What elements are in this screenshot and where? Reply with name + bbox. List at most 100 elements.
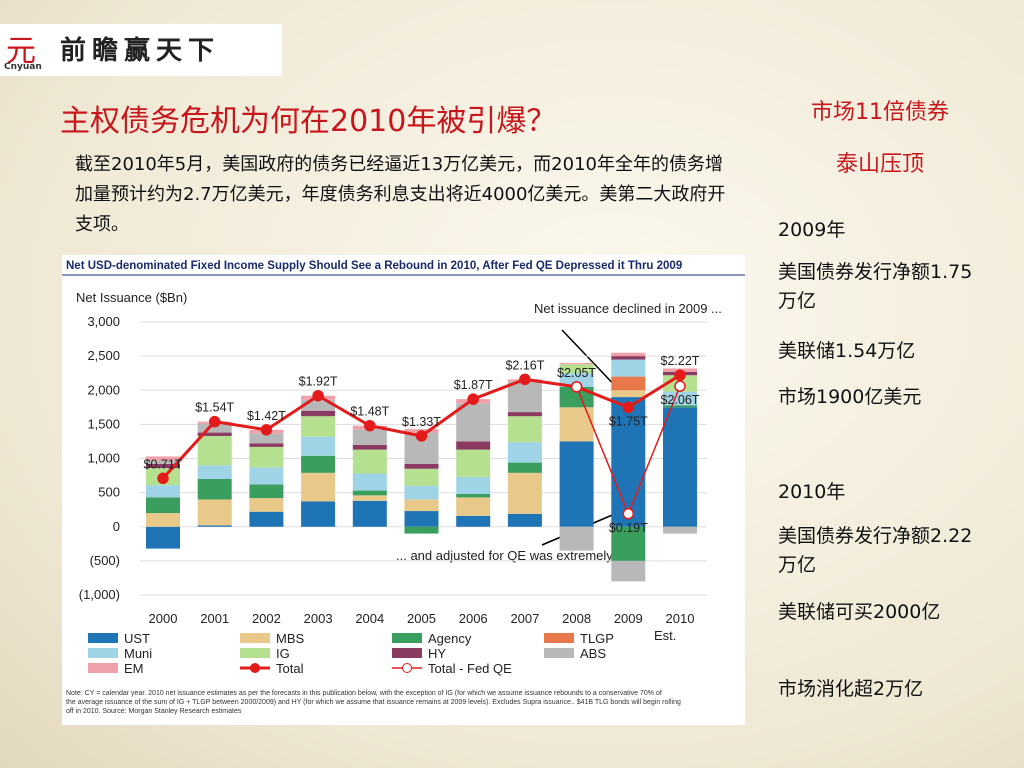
bar-segment <box>301 455 336 473</box>
line-point <box>467 393 479 405</box>
x-tick-label: 2003 <box>304 611 333 626</box>
annotation: Net issuance declined in 2009 ... <box>534 301 722 316</box>
x-tick-label: 2008 <box>562 611 591 626</box>
bar-segment <box>249 511 284 527</box>
bar-segment <box>611 359 646 377</box>
bar-segment <box>404 468 439 486</box>
chart-box: Net USD-denominated Fixed Income Supply … <box>62 255 745 725</box>
bar-segment <box>249 498 284 512</box>
legend-swatch <box>88 648 118 658</box>
value-label: $1.42T <box>247 409 286 423</box>
value-label: $1.54T <box>195 401 234 415</box>
legend-label: TLGP <box>580 631 614 646</box>
bar-segment <box>456 441 491 450</box>
line-point <box>415 430 428 442</box>
bar-segment <box>456 493 491 498</box>
legend-swatch <box>240 648 270 658</box>
line-point <box>622 401 635 414</box>
bar-segment <box>456 515 491 527</box>
bar-segment <box>352 500 387 527</box>
y-tick-label: 2,500 <box>87 348 120 363</box>
bar-segment <box>507 513 542 527</box>
line-point <box>519 373 531 386</box>
sidebar-item: 2010年 <box>778 481 846 503</box>
bar-segment <box>663 391 697 406</box>
legend-label: MBS <box>276 631 305 646</box>
bar-segment <box>559 386 594 408</box>
bar-segment <box>301 501 336 527</box>
bar-segment <box>559 373 594 387</box>
x-tick-label: 2009 <box>614 611 643 626</box>
body-text: 截至2010年5月，美国政府的债务已经逼近13万亿美元，而2010年全年的债务增… <box>75 154 726 235</box>
value-label: $0.71T <box>144 457 183 471</box>
legend-label: UST <box>124 631 150 646</box>
slide-title: 主权债务危机为何在2010年被引爆？ <box>60 104 557 139</box>
y-tick-label: (1,000) <box>79 587 120 602</box>
bar-segment <box>249 433 284 444</box>
x-tick-label: 2010 <box>666 611 695 626</box>
logo-mark: 元 <box>6 34 36 69</box>
sidebar-item: 美国债券发行净额1.75万亿 <box>778 261 973 312</box>
value-label: $2.06T <box>661 393 700 407</box>
line-point <box>674 369 686 381</box>
bar-segment <box>197 423 232 433</box>
legend-swatch <box>544 648 574 658</box>
bar-segment <box>146 485 180 498</box>
bar-segment <box>301 436 336 456</box>
sidebar-title: 泰山压顶 <box>835 152 924 177</box>
line-point <box>622 508 635 520</box>
bar-segment <box>507 442 542 463</box>
bar-segment <box>559 364 594 374</box>
line-point <box>570 381 583 393</box>
bar-segment <box>352 444 387 450</box>
bars <box>146 352 697 582</box>
y-tick-label: 500 <box>98 485 120 500</box>
sidebar-item: 美国债券发行净额2.22万亿 <box>778 525 973 576</box>
bar-segment <box>559 407 594 442</box>
line-point <box>157 472 169 485</box>
x-tick-label: 2007 <box>510 611 539 626</box>
bar-segment <box>507 416 542 443</box>
bar-segment <box>301 416 336 437</box>
legend-swatch <box>392 633 422 643</box>
legend-swatch <box>544 633 574 643</box>
legend-swatch <box>88 663 118 673</box>
bar-segment <box>507 472 542 514</box>
y-tick-label: 1,000 <box>87 451 120 466</box>
value-label: $2.22T <box>661 354 700 368</box>
logo-title: 前瞻赢天下 <box>60 36 221 66</box>
legend-swatch <box>88 633 118 643</box>
bar-segment <box>197 435 232 466</box>
bar-segment <box>611 560 646 582</box>
legend-label: HY <box>428 646 446 661</box>
value-label: $2.05T <box>557 366 596 380</box>
line-point <box>674 380 686 392</box>
bar-segment <box>146 497 180 514</box>
bar-segment <box>301 472 336 502</box>
value-label: $1.33T <box>402 415 441 429</box>
bar-segment <box>611 390 646 398</box>
chart-note: Note: CY = calendar year. 2010 net issua… <box>66 690 681 715</box>
bar-segment <box>559 362 594 365</box>
sidebar-item: 市场1900亿美元 <box>778 386 922 408</box>
x-tick-label: 2000 <box>149 611 178 626</box>
bar-segment <box>197 525 232 527</box>
sidebar-item: 市场消化超2万亿 <box>778 678 924 700</box>
chart: Net USD-denominated Fixed Income Supply … <box>62 260 745 715</box>
bar-segment <box>352 449 387 474</box>
x-tick-label: 2006 <box>459 611 488 626</box>
sidebar-item: 2009年 <box>778 219 846 241</box>
legend-label: IG <box>276 646 290 661</box>
bar-segment <box>404 526 439 534</box>
bar-segment <box>507 381 542 413</box>
x-tick-label: 2005 <box>407 611 436 626</box>
bar-segment <box>352 429 387 445</box>
bar-segment <box>404 499 439 512</box>
bar-segment <box>559 526 594 551</box>
x-tick-label: 2004 <box>355 611 384 626</box>
bar-segment <box>456 476 491 494</box>
x-tick-label: 2001 <box>200 611 229 626</box>
legend-swatch <box>240 633 270 643</box>
bar-segment <box>507 462 542 473</box>
